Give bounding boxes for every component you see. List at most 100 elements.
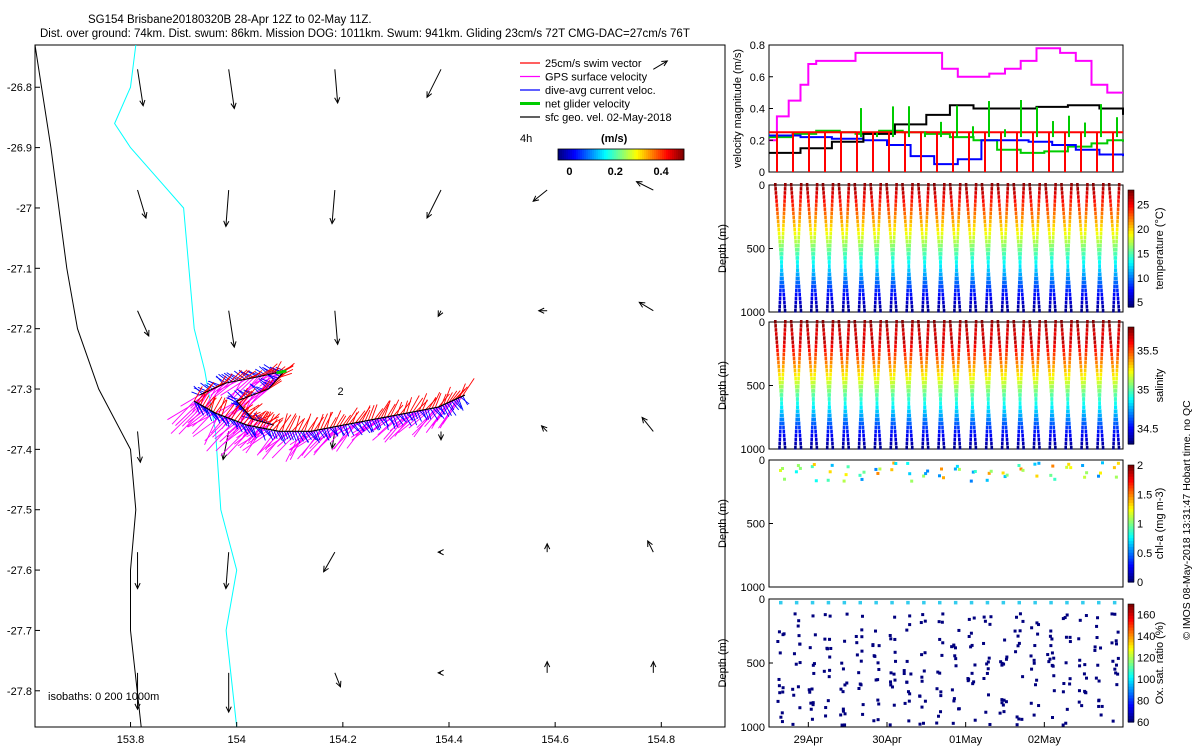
profile-point xyxy=(889,368,892,373)
profile-point xyxy=(1096,445,1099,450)
profile-point xyxy=(809,364,812,369)
profile-point xyxy=(830,463,834,467)
profile-point xyxy=(1000,235,1004,240)
section-axes-frame xyxy=(768,459,1124,588)
profile-point xyxy=(1068,284,1071,289)
profile-point xyxy=(829,421,833,426)
surface-point xyxy=(1017,600,1021,605)
profile-point xyxy=(920,653,924,657)
profile-point xyxy=(815,332,818,336)
profile-point xyxy=(1045,203,1049,207)
profile-point xyxy=(1050,264,1054,268)
profile-point xyxy=(922,409,926,414)
profile-point xyxy=(894,437,898,442)
geo-vector-head xyxy=(426,212,433,220)
profile-point xyxy=(857,376,861,381)
profile-point xyxy=(877,421,880,426)
profile-point xyxy=(1113,421,1116,426)
profile-point xyxy=(822,191,825,195)
profile-point xyxy=(1014,650,1018,654)
profile-point xyxy=(894,191,898,195)
profile-point xyxy=(1096,235,1099,240)
profile-point xyxy=(841,368,844,373)
profile-point xyxy=(1117,304,1120,309)
profile-point xyxy=(1029,195,1032,199)
profile-point xyxy=(941,211,945,216)
profile-point xyxy=(924,472,928,476)
colorbar-cell xyxy=(1128,517,1134,522)
current-vector xyxy=(197,402,204,416)
geo-vector-head xyxy=(223,582,230,590)
current-vector xyxy=(384,417,389,431)
current-vector xyxy=(227,397,241,406)
geo-vector-head xyxy=(532,195,540,202)
profile-point xyxy=(957,344,961,348)
profile-point xyxy=(1096,616,1100,620)
profile-point xyxy=(1079,364,1083,369)
profile-point xyxy=(903,352,907,357)
profile-point xyxy=(875,264,879,268)
profile-point xyxy=(966,336,969,340)
profile-point xyxy=(1004,417,1007,422)
profile-point xyxy=(990,308,994,313)
profile-point xyxy=(873,376,877,381)
geo-vector-head xyxy=(329,217,336,225)
profile-point xyxy=(874,284,878,289)
profile-point xyxy=(1080,445,1083,450)
section-y-tick-label: 1000 xyxy=(741,582,765,594)
profile-point xyxy=(970,409,974,414)
profile-point xyxy=(861,368,864,373)
profile-point xyxy=(794,304,797,309)
profile-point xyxy=(989,615,993,619)
colorbar-cell xyxy=(1128,686,1134,691)
profile-point xyxy=(1065,421,1069,426)
profile-point xyxy=(1065,288,1068,293)
profile-point xyxy=(815,195,818,199)
profile-point xyxy=(878,467,882,471)
profile-point xyxy=(1017,717,1021,721)
profile-point xyxy=(1083,231,1087,236)
profile-point xyxy=(827,417,830,422)
map-x-tick-label: 153.8 xyxy=(117,734,145,746)
profile-point xyxy=(933,324,936,328)
profile-point xyxy=(925,433,929,438)
profile-point xyxy=(910,328,914,332)
profile-point xyxy=(1020,368,1023,373)
profile-point xyxy=(1003,256,1006,260)
profile-point xyxy=(1068,425,1071,430)
profile-point xyxy=(1112,433,1116,438)
profile-point xyxy=(1114,260,1117,264)
section-y-tick-label: 0 xyxy=(759,180,765,192)
profile-point xyxy=(939,690,943,694)
profile-point xyxy=(940,620,944,624)
profile-point xyxy=(1096,437,1100,442)
profile-point xyxy=(1114,642,1118,646)
profile-point xyxy=(1000,661,1004,665)
profile-point xyxy=(952,697,956,701)
profile-point xyxy=(814,296,818,301)
profile-point xyxy=(926,300,929,305)
current-vector xyxy=(292,431,297,441)
geo-vector xyxy=(334,672,341,688)
profile-point xyxy=(1098,256,1102,260)
profile-point xyxy=(860,243,864,248)
profile-point xyxy=(902,340,906,344)
profile-point xyxy=(1001,429,1005,434)
profile-point xyxy=(1067,372,1071,377)
profile-point xyxy=(1116,203,1120,207)
profile-point xyxy=(821,183,825,187)
geo-vector-head xyxy=(540,425,548,432)
profile-point xyxy=(1083,239,1087,244)
profile-point xyxy=(1054,187,1057,191)
swim-vector xyxy=(250,413,256,427)
profile-point xyxy=(1036,364,1039,369)
profile-point xyxy=(858,429,862,434)
profile-point xyxy=(890,252,894,256)
profile-point xyxy=(1082,264,1085,268)
profile-point xyxy=(1000,441,1004,446)
profile-point xyxy=(830,348,833,353)
profile-point xyxy=(875,405,879,409)
profile-point xyxy=(1021,215,1024,220)
profile-point xyxy=(844,389,848,393)
profile-point xyxy=(941,344,945,348)
